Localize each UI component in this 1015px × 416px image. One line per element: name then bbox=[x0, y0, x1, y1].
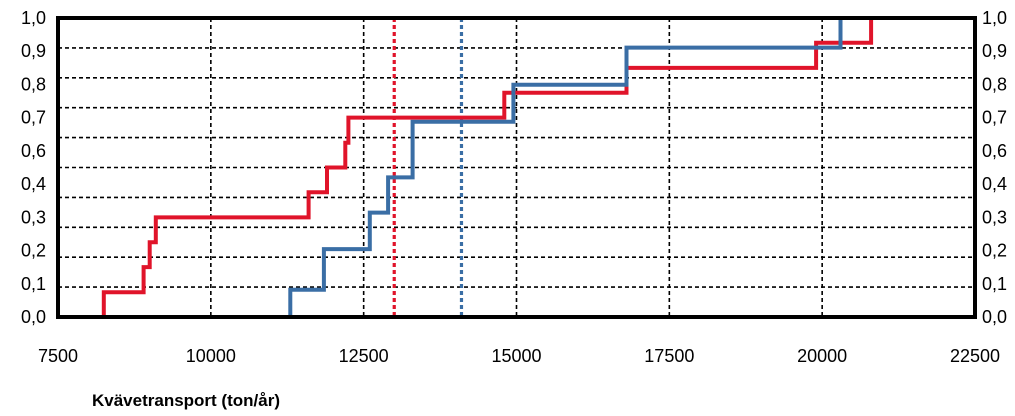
y-tick-label: 0,3 bbox=[982, 207, 1007, 227]
y-tick-label: 1,0 bbox=[982, 8, 1007, 28]
grid-lines bbox=[58, 18, 975, 317]
y-tick-label: 0,7 bbox=[21, 108, 46, 128]
series-line-1 bbox=[101, 18, 874, 317]
x-tick-label: 7500 bbox=[38, 346, 78, 366]
plot-frame bbox=[56, 16, 977, 319]
y-tick-label: 1,0 bbox=[21, 8, 46, 28]
y-tick-label: 0,2 bbox=[21, 241, 46, 261]
x-tick-label: 17500 bbox=[644, 346, 694, 366]
y-tick-label: 0,9 bbox=[21, 41, 46, 61]
y-tick-label: 0,8 bbox=[21, 74, 46, 94]
series-line-2 bbox=[288, 18, 843, 317]
y-axis-left: 0,0 0,1 0,2 0,3 0,4 0,6 0,7 0,8 0,9 1,0 bbox=[21, 8, 46, 327]
y-tick-label: 0,3 bbox=[21, 207, 46, 227]
y-tick-label: 0,6 bbox=[21, 141, 46, 161]
reference-lines bbox=[392, 18, 464, 317]
y-tick-label: 0,1 bbox=[21, 274, 46, 294]
y-tick-label: 0,7 bbox=[982, 108, 1007, 128]
y-tick-label: 0,1 bbox=[982, 274, 1007, 294]
x-tick-label: 10000 bbox=[186, 346, 236, 366]
y-tick-label: 0,6 bbox=[982, 141, 1007, 161]
x-tick-label: 20000 bbox=[797, 346, 847, 366]
y-axis-right: 0,0 0,1 0,2 0,3 0,4 0,6 0,7 0,8 0,9 1,0 bbox=[982, 8, 1007, 327]
y-tick-label: 0,8 bbox=[982, 74, 1007, 94]
y-tick-label: 0,0 bbox=[21, 307, 46, 327]
x-tick-label: 12500 bbox=[339, 346, 389, 366]
y-tick-label: 0,4 bbox=[21, 174, 46, 194]
y-tick-label: 0,9 bbox=[982, 41, 1007, 61]
data-series bbox=[101, 18, 874, 317]
x-axis-label: Kvävetransport (ton/år) bbox=[92, 391, 280, 410]
x-tick-label: 22500 bbox=[950, 346, 1000, 366]
x-tick-label: 15000 bbox=[491, 346, 541, 366]
y-tick-label: 0,0 bbox=[982, 307, 1007, 327]
y-tick-label: 0,4 bbox=[982, 174, 1007, 194]
y-tick-label: 0,2 bbox=[982, 241, 1007, 261]
x-axis: 7500 10000 12500 15000 17500 20000 22500 bbox=[38, 346, 1000, 366]
